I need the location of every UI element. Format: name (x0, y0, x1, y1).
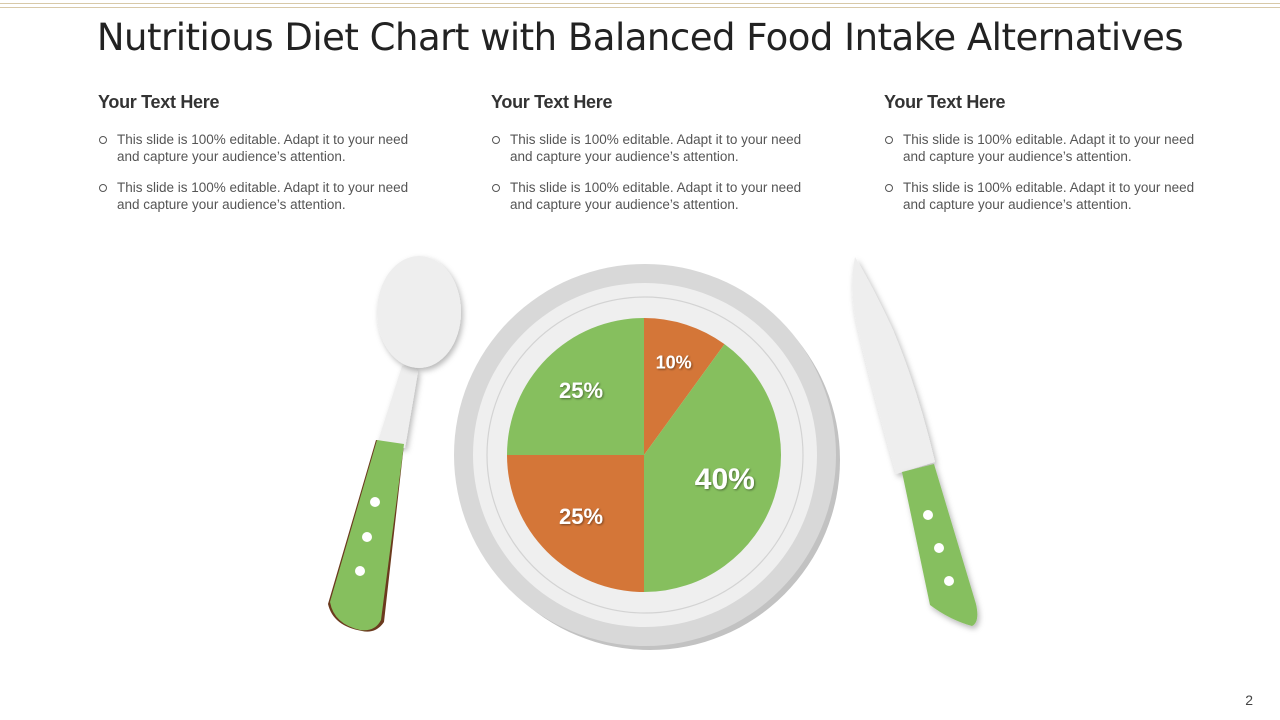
pie-slice-label-1: 10% (656, 353, 692, 373)
pie-slice-label-4: 25% (559, 378, 603, 403)
slide-title: Nutritious Diet Chart with Balanced Food… (96, 16, 1184, 59)
bullet-circle-icon (99, 136, 107, 144)
column-heading: Your Text Here (98, 92, 220, 112)
pie-slice-2 (644, 344, 782, 592)
bullet-text: This slide is 100% editable. Adapt it to… (903, 132, 1195, 164)
pie-slice-1 (644, 318, 725, 455)
top-rule-upper (0, 3, 1280, 4)
column-heading: Your Text Here (491, 92, 613, 112)
bullet-item: This slide is 100% editable. Adapt it to… (98, 131, 428, 165)
spoon-bowl (377, 256, 461, 368)
knife-rivet (944, 576, 954, 586)
pie-slice-4 (507, 318, 644, 455)
spoon-rivet (370, 497, 380, 507)
bullet-item: This slide is 100% editable. Adapt it to… (98, 179, 428, 213)
spoon-neck (377, 364, 418, 448)
text-column-2: Your Text Here This slide is 100% editab… (491, 92, 821, 227)
knife-rivet (923, 510, 933, 520)
pie-slice-3 (507, 455, 644, 592)
bullet-text: This slide is 100% editable. Adapt it to… (903, 180, 1195, 212)
bullet-circle-icon (885, 136, 893, 144)
spoon-rivet (362, 532, 372, 542)
knife-icon (852, 257, 978, 626)
bullet-text: This slide is 100% editable. Adapt it to… (510, 180, 802, 212)
bullet-text: This slide is 100% editable. Adapt it to… (117, 132, 409, 164)
bullet-circle-icon (99, 184, 107, 192)
knife-blade (852, 257, 935, 474)
bullet-text: This slide is 100% editable. Adapt it to… (117, 180, 409, 212)
bullet-circle-icon (492, 184, 500, 192)
bullet-text: This slide is 100% editable. Adapt it to… (510, 132, 802, 164)
text-column-3: Your Text Here This slide is 100% editab… (884, 92, 1214, 227)
bullet-circle-icon (885, 184, 893, 192)
knife-rivet (934, 543, 944, 553)
column-heading: Your Text Here (884, 92, 1006, 112)
bullet-item: This slide is 100% editable. Adapt it to… (491, 131, 821, 165)
bullet-item: This slide is 100% editable. Adapt it to… (884, 179, 1214, 213)
bullet-item: This slide is 100% editable. Adapt it to… (491, 179, 821, 213)
pie-slice-label-2: 40% (695, 463, 755, 496)
pie-chart: 10% 40% 25% 25% (507, 318, 782, 592)
page-number: 2 (1245, 692, 1253, 708)
text-column-1: Your Text Here This slide is 100% editab… (98, 92, 428, 227)
spoon-rivet (355, 566, 365, 576)
bullet-item: This slide is 100% editable. Adapt it to… (884, 131, 1214, 165)
top-rule-lower (0, 7, 1280, 8)
bullet-circle-icon (492, 136, 500, 144)
pie-slice-label-3: 25% (559, 504, 603, 529)
plate-ring (486, 296, 804, 614)
spoon-icon (328, 256, 461, 632)
